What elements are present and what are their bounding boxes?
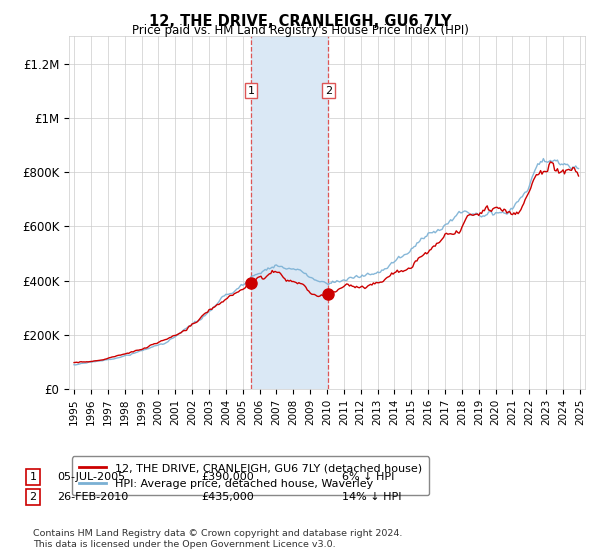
Text: 2: 2	[325, 86, 332, 96]
Text: £390,000: £390,000	[201, 472, 254, 482]
Text: 6% ↓ HPI: 6% ↓ HPI	[342, 472, 394, 482]
Text: Price paid vs. HM Land Registry's House Price Index (HPI): Price paid vs. HM Land Registry's House …	[131, 24, 469, 37]
Text: 1: 1	[29, 472, 37, 482]
Text: 1: 1	[248, 86, 254, 96]
Text: 12, THE DRIVE, CRANLEIGH, GU6 7LY: 12, THE DRIVE, CRANLEIGH, GU6 7LY	[149, 14, 451, 29]
Legend: 12, THE DRIVE, CRANLEIGH, GU6 7LY (detached house), HPI: Average price, detached: 12, THE DRIVE, CRANLEIGH, GU6 7LY (detac…	[72, 456, 429, 496]
Text: £435,000: £435,000	[201, 492, 254, 502]
Bar	[251, 36, 328, 389]
Text: 2: 2	[29, 492, 37, 502]
Text: 14% ↓ HPI: 14% ↓ HPI	[342, 492, 401, 502]
Text: Contains HM Land Registry data © Crown copyright and database right 2024.
This d: Contains HM Land Registry data © Crown c…	[33, 529, 403, 549]
Text: 05-JUL-2005: 05-JUL-2005	[57, 472, 125, 482]
Text: 26-FEB-2010: 26-FEB-2010	[57, 492, 128, 502]
